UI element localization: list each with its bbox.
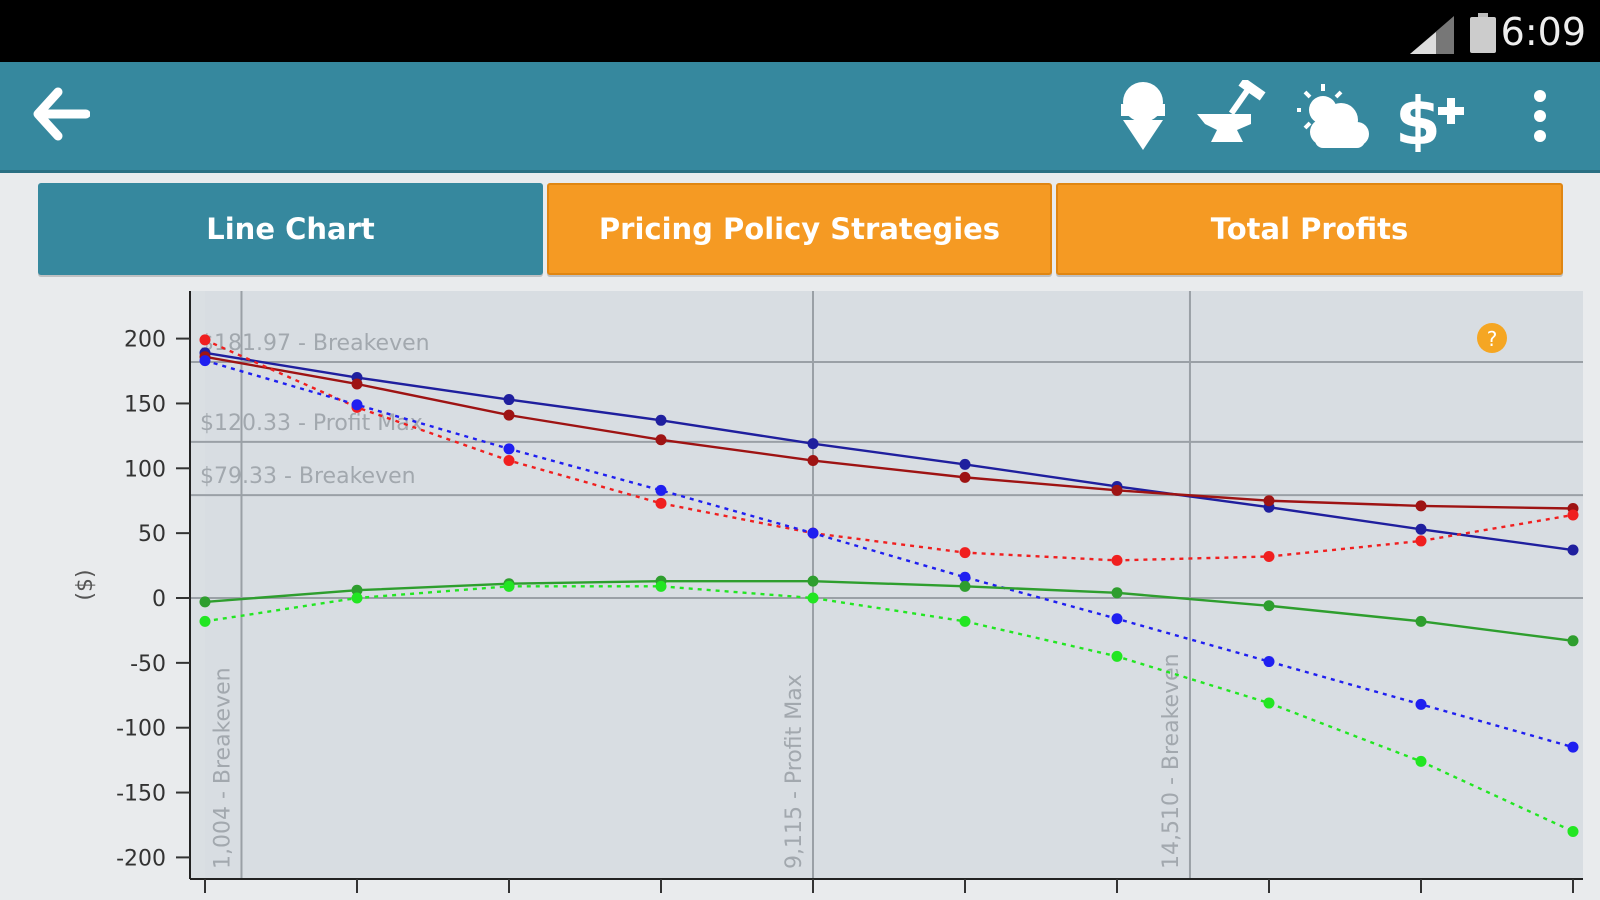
tab-total-profits[interactable]: Total Profits <box>1056 183 1563 275</box>
data-point <box>655 484 667 496</box>
data-point <box>199 596 211 608</box>
ice-cream-icon[interactable] <box>1115 80 1171 152</box>
battery-icon <box>1470 13 1496 53</box>
data-point <box>351 399 363 411</box>
data-point <box>1415 615 1427 627</box>
data-point <box>1415 523 1427 535</box>
data-point <box>807 592 819 604</box>
h-annotation-label: $79.33 - Breakeven <box>200 464 416 489</box>
svg-text:$: $ <box>1395 83 1441 152</box>
signal-icon <box>1410 16 1454 54</box>
data-point <box>1263 600 1275 612</box>
data-point <box>351 592 363 604</box>
data-point <box>959 615 971 627</box>
dollar-plus-icon[interactable]: $ <box>1395 80 1475 152</box>
overflow-menu-icon[interactable] <box>1530 88 1550 144</box>
series-line <box>204 351 1574 552</box>
y-axis-label: ($) <box>73 569 98 600</box>
tab-bar: Line Chart Pricing Policy Strategies Tot… <box>38 183 1563 278</box>
data-point <box>1415 755 1427 767</box>
status-time: 6:09 <box>1500 10 1586 54</box>
data-point <box>1111 554 1123 566</box>
data-point <box>959 547 971 559</box>
data-point <box>807 455 819 467</box>
y-tick-label: 50 <box>138 522 166 547</box>
line-chart: $181.97 - Breakeven $120.33 - Profit Max $… <box>73 291 1583 893</box>
data-point <box>1567 544 1579 556</box>
data-point <box>959 458 971 470</box>
data-point <box>503 455 515 467</box>
data-point <box>1263 495 1275 507</box>
v-annotation-label: 1,004 - Breakeven <box>210 667 235 869</box>
data-point <box>199 355 211 367</box>
data-point <box>503 394 515 406</box>
data-point <box>1567 741 1579 753</box>
data-point <box>959 471 971 483</box>
data-point <box>1567 825 1579 837</box>
data-point <box>1415 535 1427 547</box>
data-point <box>1263 550 1275 562</box>
series-line <box>204 338 1574 562</box>
data-point <box>1415 698 1427 710</box>
h-annotation-label: $181.97 - Breakeven <box>200 331 430 356</box>
y-tick-label: 150 <box>124 392 166 417</box>
sun-cloud-icon[interactable] <box>1293 80 1373 152</box>
data-point <box>1567 635 1579 647</box>
v-annotation-label: 14,510 - Breakeven <box>1159 653 1184 869</box>
data-point <box>655 497 667 509</box>
tab-line-chart[interactable]: Line Chart <box>38 183 543 275</box>
data-point <box>199 615 211 627</box>
data-point <box>655 434 667 446</box>
data-point <box>959 571 971 583</box>
data-point <box>807 438 819 450</box>
data-point <box>1111 484 1123 496</box>
data-point <box>1111 587 1123 599</box>
data-point <box>503 443 515 455</box>
data-point <box>1111 650 1123 662</box>
plot-left-band <box>190 291 205 879</box>
data-point <box>1415 500 1427 512</box>
data-point <box>1111 613 1123 625</box>
tab-pricing-policy-strategies[interactable]: Pricing Policy Strategies <box>547 183 1052 275</box>
y-tick-label: -200 <box>116 846 166 871</box>
v-annotation-label: 9,115 - Profit Max <box>782 674 807 869</box>
data-point <box>959 580 971 592</box>
data-point <box>351 378 363 390</box>
data-point <box>655 414 667 426</box>
data-point <box>503 409 515 421</box>
series-line <box>204 585 1574 833</box>
y-tick-label: -100 <box>116 717 166 742</box>
h-annotation-label: $120.33 - Profit Max <box>200 411 423 436</box>
series-line <box>204 579 1574 642</box>
series-line <box>204 355 1574 510</box>
data-point <box>503 580 515 592</box>
data-point <box>199 334 211 346</box>
series-line <box>204 359 1574 749</box>
help-badge[interactable]: ? <box>1477 323 1507 353</box>
y-tick-label: 200 <box>124 328 166 353</box>
y-tick-label: 0 <box>152 587 166 612</box>
y-tick-label: -150 <box>116 782 166 807</box>
data-point <box>1567 509 1579 521</box>
action-bar: $ <box>0 62 1600 173</box>
status-bar: 6:09 <box>0 0 1600 62</box>
data-point <box>351 584 363 596</box>
data-point <box>655 580 667 592</box>
y-tick-label: 100 <box>124 457 166 482</box>
data-point <box>1263 656 1275 668</box>
anvil-hammer-icon[interactable] <box>1193 80 1273 150</box>
data-point <box>807 575 819 587</box>
help-icon: ? <box>1487 327 1498 351</box>
data-point <box>807 527 819 539</box>
back-arrow-icon[interactable] <box>30 86 90 142</box>
y-tick-label: -50 <box>130 652 166 677</box>
data-point <box>1263 697 1275 709</box>
